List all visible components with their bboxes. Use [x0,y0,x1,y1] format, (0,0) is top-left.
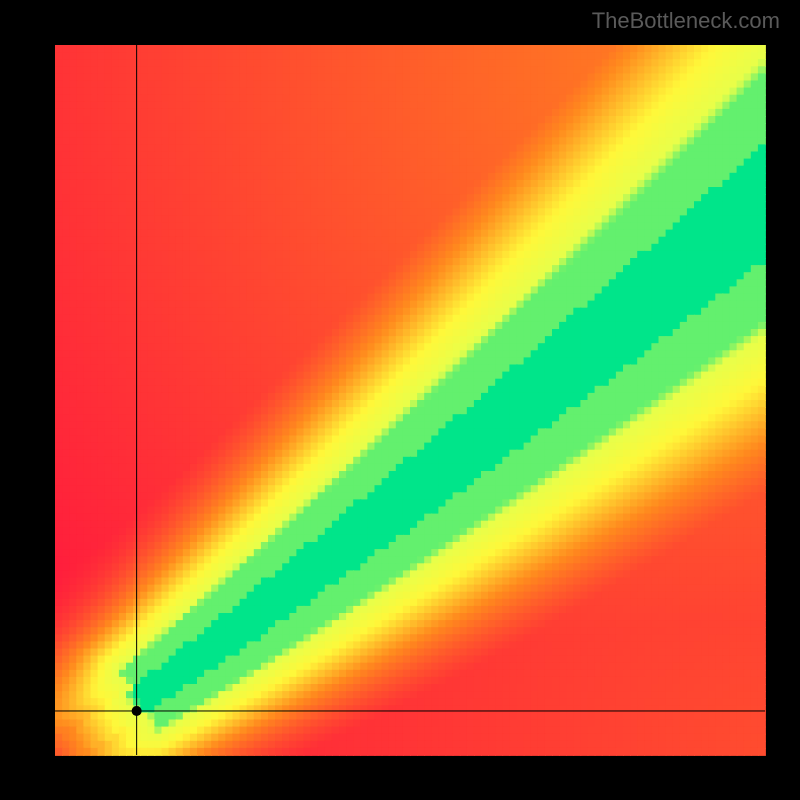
chart-container: TheBottleneck.com [0,0,800,800]
watermark-text: TheBottleneck.com [592,8,780,34]
bottleneck-heatmap-canvas [0,0,800,800]
